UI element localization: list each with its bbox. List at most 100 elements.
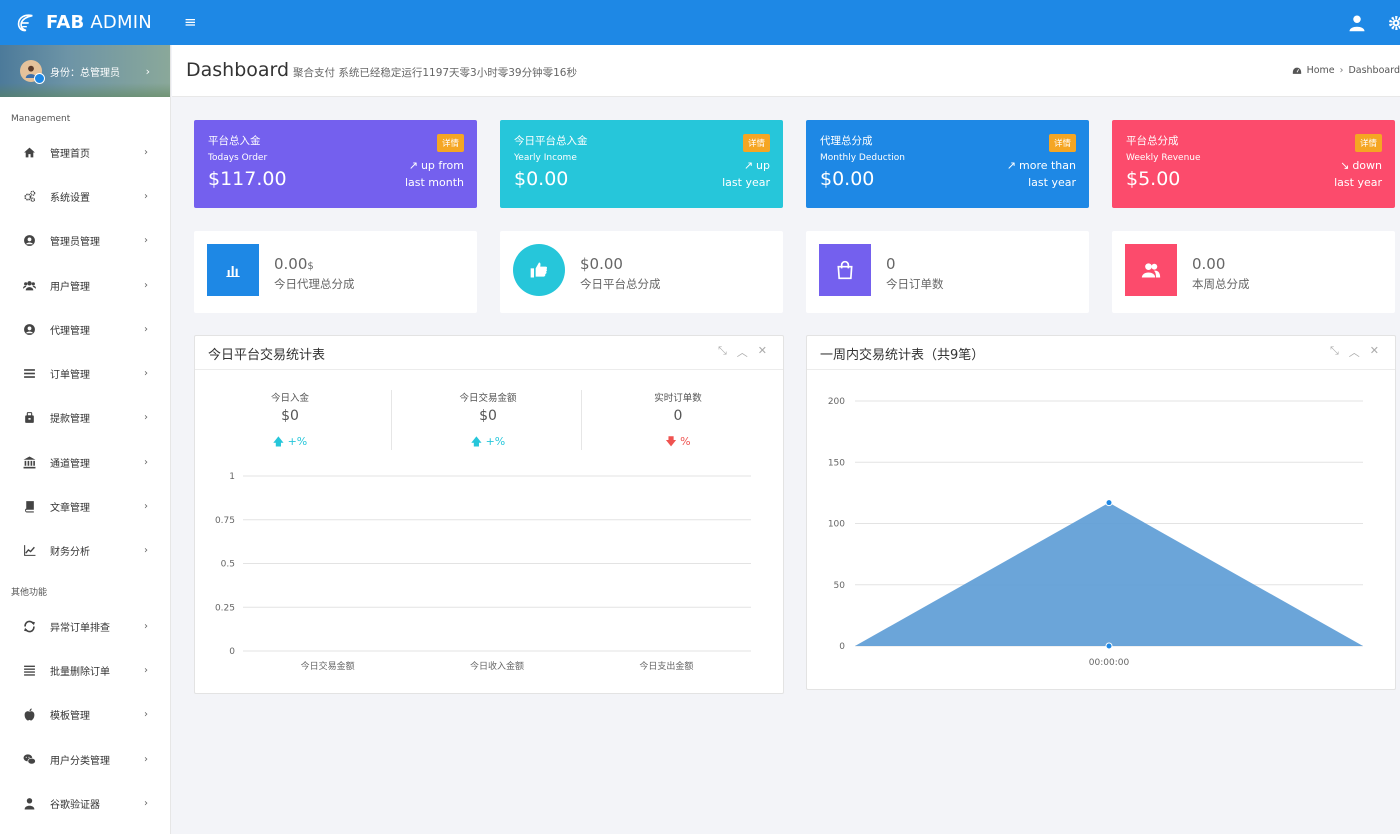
stat-card-total-deposit: 平台总入金 Todays Order $117.00 详情 ↗ up from l… (194, 120, 477, 208)
sidebar-item-label: 批量删除订单 (50, 666, 110, 678)
stat-label: 今日交易金额 (459, 393, 517, 404)
y-tick-label: 100 (828, 520, 845, 530)
stat-card-value: $0.00 (820, 168, 875, 190)
stat-card-title: 代理总分成 (820, 135, 873, 147)
stat-today-transaction: 今日交易金额 $0 🡅 +% (393, 390, 583, 450)
info-card-label: 本周总分成 (1192, 277, 1250, 291)
info-card-value: $0.00 (580, 255, 623, 273)
panel-title: 今日平台交易统计表 (208, 348, 326, 363)
details-button[interactable]: 详情 (742, 134, 770, 152)
stat-label: 今日入金 (270, 393, 309, 404)
collapse-icon[interactable]: ︿ (1348, 346, 1360, 359)
thumbs-up-icon (513, 244, 565, 296)
chevron-right-icon: › (144, 368, 148, 380)
area-series (855, 502, 1363, 646)
sidebar-item-agent-management[interactable]: 代理管理 › (0, 307, 170, 351)
chevron-right-icon: › (144, 709, 148, 721)
expand-icon[interactable]: ⤡ (1329, 344, 1339, 357)
sidebar-item-user-category-management[interactable]: 用户分类管理 › (0, 737, 170, 781)
sidebar-item-batch-delete-orders[interactable]: 批量删除订单 › (0, 648, 170, 692)
y-tick-label: 1 (229, 472, 235, 482)
stat-card-title: 平台总分成 (1126, 135, 1179, 147)
sidebar-item-label: 系统设置 (50, 192, 90, 204)
sidebar-item-google-authenticator[interactable]: 谷歌验证器 › (0, 781, 170, 825)
close-icon[interactable]: ✕ (1369, 344, 1379, 357)
bank-icon (22, 455, 36, 469)
data-point (1105, 642, 1113, 650)
sidebar-item-withdrawal-management[interactable]: 提款管理 › (0, 396, 170, 440)
profile-label: 身份：总管理员 (50, 67, 120, 79)
y-tick-label: 0 (839, 642, 845, 652)
trend-period: last year (1334, 176, 1382, 189)
arrow-up-icon: 🡅 (470, 435, 483, 448)
y-tick-label: 0 (229, 647, 235, 657)
info-card-label: 今日代理总分成 (274, 277, 355, 291)
menu-toggle-icon[interactable]: ≡ (184, 13, 197, 31)
stat-card-subtitle: Weekly Revenue (1126, 153, 1201, 163)
chevron-right-icon: › (144, 545, 148, 557)
sidebar-item-order-management[interactable]: 订单管理 › (0, 351, 170, 395)
users-icon (1125, 244, 1177, 296)
stat-label: 实时订单数 (654, 393, 702, 404)
user-icon[interactable] (1348, 14, 1366, 32)
today-stats-panel: 今日平台交易统计表 ⤡ ︿ ✕ 今日入金 $0 🡅 +% 今日交易金额 $0 🡅… (194, 335, 784, 694)
sidebar-item-label: 用户管理 (50, 281, 90, 293)
trend-text: more than (1019, 159, 1076, 172)
stat-card-subtitle: Yearly Income (514, 153, 577, 163)
info-card-agent-share-today: 0.00$ 今日代理总分成 (194, 231, 477, 313)
avatar (20, 60, 45, 84)
gear-icon[interactable] (1388, 15, 1400, 31)
divider (581, 390, 582, 450)
sidebar-item-finance-analysis[interactable]: 财务分析 › (0, 529, 170, 573)
breadcrumb-current: Dashboard (1348, 65, 1400, 76)
briefcase-icon (22, 411, 36, 425)
cogs-icon (22, 189, 36, 203)
stat-card-subtitle: Monthly Deduction (820, 153, 905, 163)
arrow-up-icon: 🡅 (272, 435, 285, 448)
sidebar-item-home[interactable]: 管理首页 › (0, 130, 170, 174)
stat-value: 0 (673, 408, 683, 424)
y-tick-label: 0.75 (215, 516, 235, 526)
profile-panel[interactable]: 身份：总管理员 › (0, 45, 170, 97)
panel-title: 一周内交易统计表（共9笔） (820, 348, 985, 363)
sidebar-item-article-management[interactable]: 文章管理 › (0, 484, 170, 528)
stat-card-value: $117.00 (208, 168, 287, 190)
wechat-icon (22, 752, 36, 766)
chevron-right-icon: › (144, 190, 148, 202)
info-card-label: 今日订单数 (886, 277, 944, 291)
brand[interactable]: FAB ADMIN (0, 0, 171, 45)
stat-percent: +% (485, 435, 506, 448)
bars-icon (22, 367, 36, 381)
stat-card-value: $5.00 (1126, 168, 1181, 190)
sidebar-item-abnormal-orders[interactable]: 异常订单排查 › (0, 604, 170, 648)
breadcrumb-home-link[interactable]: Home (1306, 65, 1335, 76)
sidebar-item-admin-management[interactable]: 管理员管理 › (0, 219, 170, 263)
shopping-bag-icon (819, 244, 871, 296)
sidebar-item-system-settings[interactable]: 系统设置 › (0, 174, 170, 218)
stat-percent: +% (287, 435, 308, 448)
sidebar-item-label: 异常订单排查 (50, 622, 110, 634)
details-button[interactable]: 详情 (436, 134, 464, 152)
sidebar-item-label: 财务分析 (50, 547, 90, 559)
sidebar-item-label: 谷歌验证器 (50, 799, 100, 811)
sidebar-section-title: Management (11, 114, 71, 124)
details-button[interactable]: 详情 (1354, 134, 1382, 152)
sidebar-item-channel-management[interactable]: 通道管理 › (0, 440, 170, 484)
trend-text: down (1352, 159, 1382, 172)
chevron-right-icon: › (144, 279, 148, 291)
collapse-icon[interactable]: ︿ (736, 346, 748, 359)
close-icon[interactable]: ✕ (757, 344, 767, 357)
sidebar-item-user-management[interactable]: 用户管理 › (0, 263, 170, 307)
sidebar-item-template-management[interactable]: 模板管理 › (0, 693, 170, 737)
details-button[interactable]: 详情 (1048, 134, 1076, 152)
verified-badge-icon (34, 73, 45, 84)
data-point (1105, 499, 1113, 507)
info-card-label: 今日平台总分成 (580, 277, 661, 291)
expand-icon[interactable]: ⤡ (717, 344, 727, 357)
trend-down-icon: ↘ (1340, 159, 1350, 172)
stat-card-subtitle: Todays Order (208, 153, 268, 163)
stat-card-agent-share: 代理总分成 Monthly Deduction $0.00 详情 ↗ more t… (806, 120, 1089, 208)
week-area-chart: 0 50 100 150 200 00:00:00 (828, 397, 1363, 668)
chevron-right-icon: › (144, 797, 148, 809)
refresh-icon (22, 619, 36, 633)
